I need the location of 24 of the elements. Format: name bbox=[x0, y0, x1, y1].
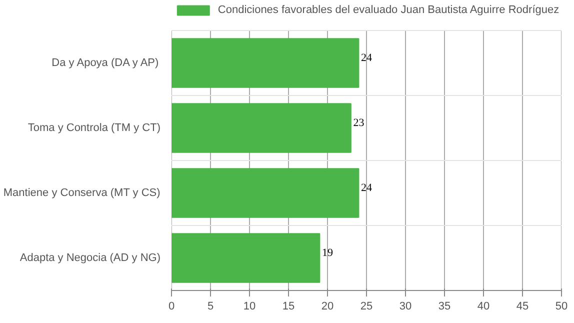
bar bbox=[172, 103, 352, 153]
bar bbox=[172, 168, 360, 218]
x-tick-label: 25 bbox=[360, 300, 373, 312]
data-label: 23 bbox=[353, 117, 365, 129]
bar bbox=[172, 233, 320, 283]
x-tick-label: 0 bbox=[168, 300, 175, 312]
x-tick-label: 10 bbox=[243, 300, 256, 312]
x-tick-label: 50 bbox=[555, 300, 568, 312]
x-tick-label: 35 bbox=[438, 300, 451, 312]
legend-label: Condiciones favorables del evaluado Juan Bautista Aguirre Rodríguez bbox=[218, 4, 560, 16]
bar bbox=[172, 38, 360, 88]
data-label: 24 bbox=[361, 52, 373, 64]
y-tick-label: Adapta y Negocia (AD y NG) bbox=[20, 252, 161, 264]
x-tick-label: 45 bbox=[516, 300, 529, 312]
x-tick-label: 15 bbox=[282, 300, 295, 312]
y-tick-label: Mantiene y Conserva (MT y CS) bbox=[3, 187, 160, 199]
data-label: 24 bbox=[361, 182, 373, 194]
x-tick-label: 30 bbox=[399, 300, 412, 312]
y-tick-label: Da y Apoya (DA y AP) bbox=[52, 57, 159, 69]
x-tick-label: 5 bbox=[207, 300, 214, 312]
x-tick-label: 40 bbox=[477, 300, 490, 312]
data-label: 19 bbox=[322, 247, 334, 259]
y-tick-label: Toma y Controla (TM y CT) bbox=[28, 122, 161, 134]
x-tick-label: 20 bbox=[321, 300, 334, 312]
